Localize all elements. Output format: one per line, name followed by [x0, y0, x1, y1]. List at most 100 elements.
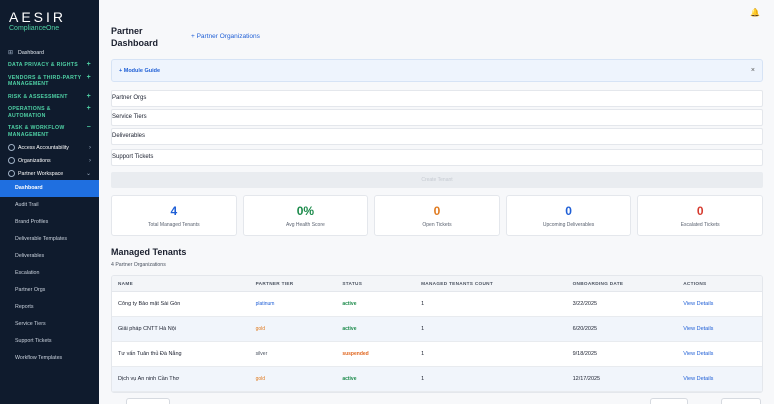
sub-item-brand-profiles[interactable]: Brand Profiles — [15, 219, 49, 225]
record-count: 4 Partner Organizations — [111, 262, 166, 268]
managed-count: 1 — [421, 351, 425, 357]
tier-badge: gold — [255, 326, 266, 332]
kpi-value: 0 — [433, 204, 441, 218]
onboarding-date: 3/22/2025 — [572, 301, 598, 307]
pagination-prev-button[interactable] — [126, 398, 170, 404]
onboarding-date: 9/18/2025 — [572, 351, 598, 357]
chevron-right-icon: › — [89, 157, 91, 164]
column-header[interactable]: PARTNER TIER — [255, 281, 294, 286]
partner-organizations-link[interactable]: + Partner Organizations — [191, 33, 260, 40]
view-details-link[interactable]: View Details — [683, 376, 714, 382]
kpi-label: Avg Health Score — [285, 222, 325, 228]
sub-item-reports[interactable]: Reports — [15, 304, 34, 310]
column-header[interactable]: MANAGED TENANTS COUNT — [421, 281, 493, 286]
grid-icon: ⊞ — [8, 50, 14, 56]
pagination-next-button[interactable] — [721, 398, 761, 404]
group-label: Partner Workspace — [18, 170, 64, 177]
kpi-value: 4 — [170, 204, 178, 218]
sub-item-service-tiers[interactable]: Service Tiers — [15, 321, 46, 327]
kpi-total-managed-tenants: 4 Total Managed Tenants — [111, 195, 237, 236]
module-guide-label: + Module Guide — [119, 67, 161, 74]
circle-icon — [8, 170, 15, 177]
chevron-down-icon: ⌄ — [85, 171, 91, 177]
kpi-avg-health-score: 0% Avg Health Score — [242, 195, 369, 236]
section-operations[interactable]: OPERATIONS & AUTOMATION + — [0, 103, 99, 122]
nav-dashboard-label: Dashboard — [18, 49, 44, 56]
section-label: TASK & WORKFLOW MANAGEMENT — [8, 125, 65, 138]
table-row[interactable]: Dịch vụ An ninh Cần Thơ gold active 1 12… — [112, 367, 762, 392]
section-label: OPERATIONS & AUTOMATION — [8, 106, 51, 119]
page-title: Partner Dashboard — [111, 26, 158, 49]
tier-badge: gold — [255, 376, 266, 382]
logo-subtitle: ComplianceOne — [9, 25, 60, 32]
onboarding-date: 12/17/2025 — [572, 376, 601, 382]
tier-badge: platinum — [255, 301, 275, 307]
collapse-icon: − — [86, 124, 91, 131]
tenant-name: Giải pháp CNTT Hà Nội — [118, 326, 176, 332]
sub-item-escalation[interactable]: Escalation — [15, 270, 40, 276]
table-row[interactable]: Công ty Bảo mật Sài Gòn platinum active … — [112, 292, 762, 317]
kpi-value: 0% — [296, 204, 315, 218]
main-content: 🔔 Partner Dashboard + Partner Organizati… — [99, 0, 774, 404]
accordion-label: Service Tiers — [112, 114, 147, 120]
accordion-partner-orgs[interactable]: Partner Orgs — [111, 90, 763, 107]
page-title-line2: Dashboard — [111, 37, 159, 48]
accordion-deliverables[interactable]: Deliverables — [111, 128, 763, 145]
view-details-link[interactable]: View Details — [683, 326, 714, 332]
group-label: Access Accountability — [18, 144, 69, 151]
managed-count: 1 — [421, 376, 425, 382]
sub-item-audit-trail[interactable]: Audit Trail — [15, 202, 39, 208]
column-header[interactable]: ONBOARDING DATE — [572, 281, 624, 286]
group-partner-workspace[interactable]: Partner Workspace ⌄ — [0, 167, 99, 180]
module-guide[interactable]: + Module Guide × — [111, 59, 763, 82]
sub-item-support-tickets[interactable]: Support Tickets — [15, 338, 52, 344]
sub-item-deliverables[interactable]: Deliverables — [15, 253, 45, 259]
onboarding-date: 6/20/2025 — [572, 326, 598, 332]
circle-icon — [8, 157, 15, 164]
accordion-label: Partner Orgs — [112, 95, 147, 101]
tenant-name: Tư vấn Tuân thủ Đà Nẵng — [118, 351, 182, 357]
expand-icon: + — [86, 92, 91, 100]
column-header[interactable]: STATUS — [342, 281, 363, 286]
section-risk[interactable]: RISK & ASSESSMENT + — [0, 91, 99, 104]
group-access-accountability[interactable]: Access Accountability › — [0, 141, 99, 154]
close-icon[interactable]: × — [750, 67, 755, 74]
section-data-privacy[interactable]: DATA PRIVACY & RIGHTS + — [0, 59, 99, 72]
page-title-line1: Partner — [111, 26, 143, 36]
chevron-right-icon: › — [89, 144, 91, 151]
accordion-service-tiers[interactable]: Service Tiers — [111, 109, 763, 126]
create-tenant-button[interactable]: Create Tenant — [111, 172, 763, 188]
table-row[interactable]: Giải pháp CNTT Hà Nội gold active 1 6/20… — [112, 317, 762, 342]
column-header: ACTIONS — [683, 281, 707, 286]
status-badge: active — [342, 301, 357, 307]
sub-item-partner-orgs[interactable]: Partner Orgs — [15, 287, 46, 293]
status-badge: active — [342, 326, 357, 332]
section-vendors[interactable]: VENDORS & THIRD-PARTY MANAGEMENT + — [0, 72, 99, 91]
sub-item-workflow-templates[interactable]: Workflow Templates — [15, 355, 63, 361]
tier-badge: silver — [255, 351, 268, 357]
section-label: DATA PRIVACY & RIGHTS — [8, 62, 78, 68]
status-badge: active — [342, 376, 357, 382]
kpi-open-tickets: 0 Open Tickets — [374, 195, 500, 236]
section-title: Managed Tenants — [111, 247, 187, 257]
sub-item-dashboard[interactable]: Dashboard — [0, 180, 99, 197]
kpi-row: 4 Total Managed Tenants 0% Avg Health Sc… — [111, 195, 763, 236]
table-row[interactable]: Tư vấn Tuân thủ Đà Nẵng silver suspended… — [112, 342, 762, 367]
kpi-value: 0 — [565, 204, 572, 218]
view-details-link[interactable]: View Details — [683, 351, 714, 357]
column-header[interactable]: NAME — [118, 281, 134, 286]
nav-dashboard[interactable]: ⊞ Dashboard — [0, 46, 99, 59]
sub-item-deliverable-templates[interactable]: Deliverable Templates — [15, 236, 68, 242]
pagination-page-button[interactable] — [650, 398, 688, 404]
accordion-support-tickets[interactable]: Support Tickets — [111, 149, 763, 166]
section-task-workflow[interactable]: TASK & WORKFLOW MANAGEMENT − — [0, 122, 99, 141]
managed-count: 1 — [421, 326, 425, 332]
logo: AESIR ComplianceOne — [0, 0, 99, 46]
accordion-label: Deliverables — [112, 133, 146, 139]
view-details-link[interactable]: View Details — [683, 301, 714, 307]
group-organizations[interactable]: Organizations › — [0, 154, 99, 167]
notification-bell-icon[interactable]: 🔔 — [750, 8, 760, 17]
expand-icon: + — [86, 105, 91, 112]
section-label: RISK & ASSESSMENT — [8, 93, 68, 100]
sidebar: AESIR ComplianceOne ⊞ Dashboard DATA PRI… — [0, 0, 99, 404]
